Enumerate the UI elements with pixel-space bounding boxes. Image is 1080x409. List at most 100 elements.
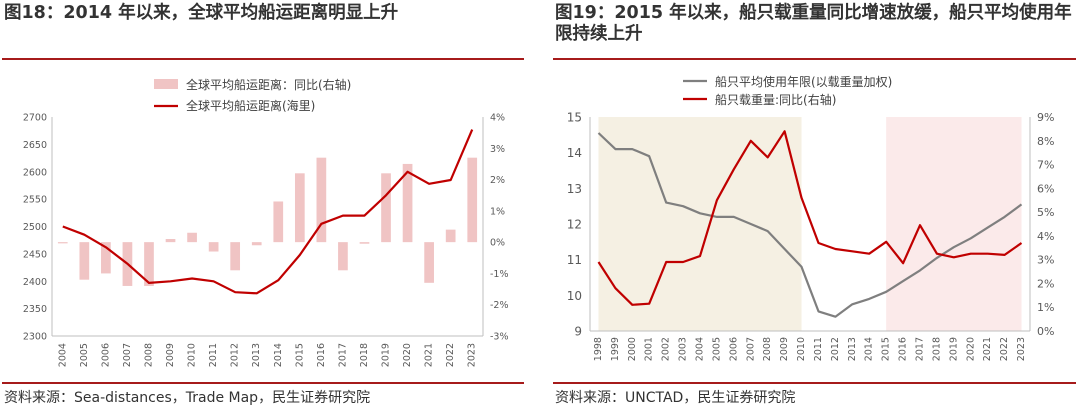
y-left-tick-label: 14 <box>567 146 582 160</box>
y-right-tick-label: 7% <box>1037 159 1054 172</box>
shaded-period <box>886 117 1022 331</box>
figure-19-source: 资料来源：UNCTAD，民生证券研究院 <box>555 390 796 406</box>
y-right-tick-label: 3% <box>1037 254 1054 267</box>
y-right-tick-label: 5% <box>1037 206 1054 219</box>
y-right-tick-label: 6% <box>1037 182 1054 195</box>
legend-swatch-bar <box>154 79 178 89</box>
x-tick-label: 2009 <box>779 337 790 361</box>
y-right-tick-label: -2% <box>490 300 509 311</box>
y-left-tick-label: 2600 <box>23 167 47 178</box>
x-tick-label: 1998 <box>593 337 604 361</box>
x-tick-label: 2022 <box>999 337 1010 361</box>
x-tick-label: 2005 <box>79 343 90 367</box>
x-tick-label: 2020 <box>965 337 976 361</box>
figure-18-top-rule <box>2 58 524 60</box>
bar <box>424 242 434 283</box>
x-tick-label: 2019 <box>948 337 959 361</box>
x-tick-label: 2013 <box>251 343 262 367</box>
figure-18-chart: 2300 2350 2400 2450 2500 2550 2600 2650 2700 -3% -… <box>23 77 509 367</box>
shaded-period <box>598 117 802 331</box>
y-left-tick-label: 10 <box>567 289 582 303</box>
figure-18-source: 资料来源：Sea-distances，Trade Map，民生证券研究院 <box>4 390 371 406</box>
x-tick-label: 2012 <box>830 337 841 361</box>
x-tick-label: 2019 <box>381 343 392 367</box>
y-right-tick-label: 2% <box>1037 277 1054 290</box>
series-line <box>597 132 1023 318</box>
x-tick-label: 2012 <box>230 343 241 367</box>
y-right-tick-label: 1% <box>490 206 505 217</box>
y-left-tick-label: 13 <box>567 182 582 196</box>
y-right-tick-label: 0% <box>1037 325 1054 338</box>
bar <box>338 242 348 271</box>
x-tick-label: 2023 <box>467 343 478 367</box>
figure-19-top-rule <box>553 58 1076 60</box>
x-tick-label: 2000 <box>627 337 638 361</box>
x-tick-label: 2008 <box>143 343 154 367</box>
bar <box>467 157 478 243</box>
x-tick-label: 2023 <box>1016 337 1027 361</box>
legend-label-line: 船只平均使用年限(以载重量加权) <box>715 74 892 89</box>
legend-label-bar: 全球平均船运距离：同比(右轴) <box>186 77 351 92</box>
x-tick-label: 2011 <box>813 337 824 361</box>
bar <box>273 201 284 243</box>
figure-18-title: 图18：2014 年以来，全球平均船运距离明显上升 <box>4 3 399 23</box>
x-tick-label: 2017 <box>337 343 348 367</box>
y-right-tick-label: 0% <box>490 238 505 249</box>
x-tick-label: 2006 <box>728 337 739 361</box>
x-tick-label: 2014 <box>273 343 284 367</box>
legend-label-line: 全球平均船运距离(海里) <box>186 98 315 113</box>
bar <box>101 242 111 274</box>
x-tick-label: 2006 <box>100 343 111 367</box>
figure-19-chart: 9 10 11 12 13 14 15 0% 1% 2% 3% 4% 5% 6% 7% 8% 9% 1998 199… <box>567 74 1055 361</box>
y-right-tick-label: 3% <box>490 144 505 155</box>
x-tick-label: 2010 <box>187 343 198 367</box>
x-tick-label: 2016 <box>898 337 909 361</box>
x-tick-label: 2004 <box>695 337 706 361</box>
x-tick-label: 2016 <box>316 343 327 367</box>
bar <box>381 173 391 243</box>
y-left-tick-label: 2550 <box>23 195 47 206</box>
series-line <box>597 130 1023 306</box>
x-tick-label: 2018 <box>931 337 942 361</box>
figure-18-bottom-rule <box>2 382 524 384</box>
y-right-tick-label: 1% <box>1037 301 1054 314</box>
x-tick-label: 2015 <box>881 337 892 361</box>
bar <box>187 232 197 243</box>
x-tick-label: 2014 <box>864 337 875 361</box>
bar <box>251 242 262 246</box>
bar <box>402 163 413 243</box>
x-tick-label: 2001 <box>644 337 655 361</box>
x-tick-label: 2004 <box>57 343 68 367</box>
y-left-tick-label: 9 <box>574 325 582 339</box>
x-tick-label: 2020 <box>402 343 413 367</box>
y-left-tick-label: 2450 <box>23 249 47 260</box>
x-tick-label: 2007 <box>745 337 756 361</box>
y-left-tick-label: 12 <box>567 218 582 232</box>
x-tick-label: 2009 <box>165 343 176 367</box>
x-tick-label: 2017 <box>915 337 926 361</box>
bar <box>294 173 305 243</box>
bar <box>316 157 327 243</box>
figure-19-title: 图19：2015 年以来，船只载重量同比增速放缓，船只平均使用年限持续上升 <box>555 3 1072 44</box>
x-tick-label: 2021 <box>424 343 435 367</box>
x-tick-label: 2018 <box>359 343 370 367</box>
bar <box>57 242 68 244</box>
series-line <box>62 129 474 295</box>
x-tick-label: 2015 <box>294 343 305 367</box>
y-left-tick-label: 2400 <box>23 277 47 288</box>
figure-18-panel: 图18：2014 年以来，全球平均船运距离明显上升 2300 2350 2400 24… <box>0 0 528 409</box>
x-tick-label: 2011 <box>208 343 219 367</box>
y-left-tick-label: 2350 <box>23 304 47 315</box>
x-tick-label: 2021 <box>982 337 993 361</box>
x-tick-label: 2002 <box>661 337 672 361</box>
y-left-tick-label: 15 <box>567 111 582 125</box>
x-tick-label: 2005 <box>711 337 722 361</box>
y-right-tick-label: 4% <box>490 113 505 124</box>
legend-label-line: 船只载重量:同比(右轴) <box>715 92 836 107</box>
y-right-tick-label: 4% <box>1037 230 1054 243</box>
y-left-tick-label: 2650 <box>23 140 47 151</box>
x-tick-label: 2013 <box>847 337 858 361</box>
y-right-tick-label: 9% <box>1037 111 1054 124</box>
bar <box>144 242 154 286</box>
y-right-tick-label: 2% <box>490 175 505 186</box>
